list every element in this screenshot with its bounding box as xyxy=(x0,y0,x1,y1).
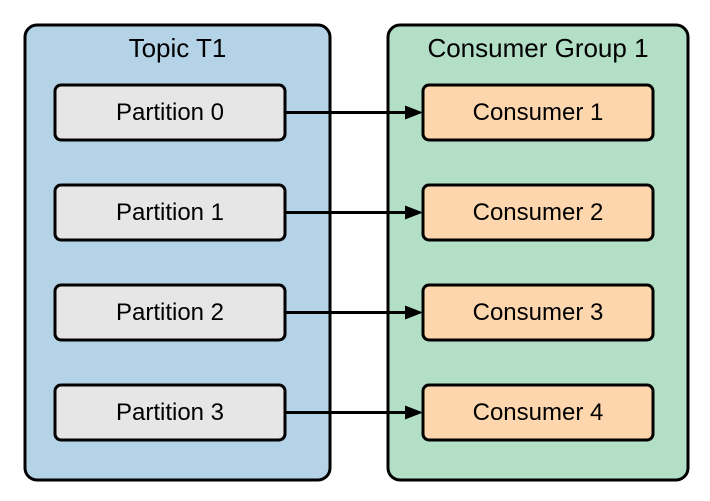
topic-container-title: Topic T1 xyxy=(129,33,227,63)
consumer-2-label: Consumer 3 xyxy=(473,299,604,326)
consumer-0-label: Consumer 1 xyxy=(473,99,604,126)
partition-2-label: Partition 2 xyxy=(116,299,224,326)
consumer-group-container-title: Consumer Group 1 xyxy=(427,33,648,63)
consumer-1-label: Consumer 2 xyxy=(473,199,604,226)
partition-1-label: Partition 1 xyxy=(116,199,224,226)
consumer-3-label: Consumer 4 xyxy=(473,399,604,426)
partition-3-label: Partition 3 xyxy=(116,399,224,426)
partition-0-label: Partition 0 xyxy=(116,99,224,126)
